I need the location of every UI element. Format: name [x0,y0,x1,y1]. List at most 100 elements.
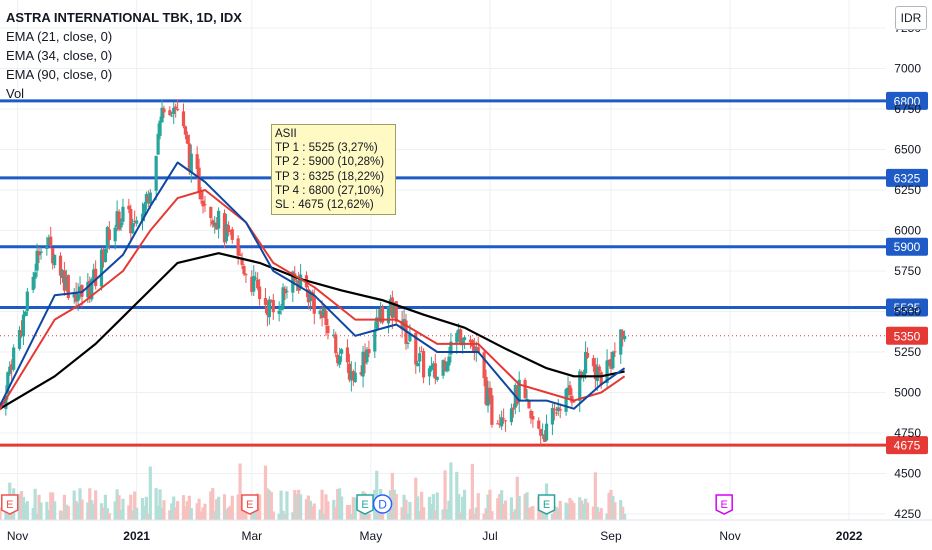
candle-body [332,334,336,336]
volume-bar [375,470,379,520]
volume-bar [201,507,205,520]
price-tick-label: 5500 [894,305,921,319]
volume-bar [19,491,24,520]
volume-bar [552,505,556,520]
candle-body [445,363,449,372]
candle-body [379,309,383,322]
candle-body [556,407,560,412]
candle-body [60,270,65,279]
candle-body [375,317,379,329]
volume-bar [53,501,57,520]
candle-body [420,351,424,353]
volume-bar [199,511,203,520]
candle-body [160,107,164,123]
candle-body [359,372,363,375]
volume-bar [597,511,601,520]
candle-body [215,222,219,230]
volume-bar [416,496,420,520]
candle-body [12,347,16,370]
candle-body [146,195,150,202]
candle-body [107,229,111,241]
candle-body [144,193,148,204]
earnings-marker [356,494,374,515]
volume-bar [605,513,609,520]
candle-body [256,279,260,289]
volume-bar [543,513,547,520]
volume-bar [613,502,617,520]
level-price-label: 4675 [894,439,921,453]
currency-button[interactable]: IDR [895,6,927,30]
volume-bar [498,494,502,520]
candle-body [76,294,80,301]
indicator-ema34[interactable]: EMA (34, close, 0) [6,48,113,63]
price-axis[interactable]: 4250 4500 4750 5000 5250 5500 5750 6000 6250 6500… [894,21,921,521]
candle-body [597,366,601,372]
candle-body [572,401,576,403]
note-line: TP 2 : 5900 (10,28%) [275,156,385,169]
level-price-tag [886,298,928,317]
candle-body [433,363,437,379]
candle-body [156,133,160,155]
indicator-ema90[interactable]: EMA (90, close, 0) [6,67,113,82]
candle-body [449,341,453,355]
candle-body [58,255,63,276]
volume-bar [158,489,162,520]
candle-body [21,314,26,337]
volume-bar [461,496,465,520]
time-tick-label: Nov [7,529,28,543]
candle-body [242,266,246,275]
price-tick-label: 6500 [894,143,921,157]
volume-bar [6,507,10,520]
candle-body [498,423,502,425]
candle-body [267,299,271,318]
candle-body [281,287,285,308]
candle-body [236,238,240,256]
volume-bar [353,497,357,520]
candle-body [172,107,176,115]
volume-bar [94,490,98,520]
volume-bar [595,506,599,520]
volume-bar [144,496,148,520]
candle-body [605,360,609,384]
volume-bar [135,507,139,520]
candle-body [427,368,432,377]
volume-bar [215,499,219,520]
volume-bar [160,507,164,520]
volume-bar [427,496,432,520]
volume-bar [611,496,615,520]
candle-body [564,389,568,412]
candle-body [585,352,590,358]
time-tick-label: 2021 [123,529,150,543]
candle-body [623,335,627,340]
candle-body [336,354,340,364]
targets-note[interactable]: ASII TP 1 : 5525 (3,27%) TP 2 : 5900 (10… [271,124,396,216]
candle-body [66,275,70,299]
candle-body [23,311,27,316]
indicator-ema21[interactable]: EMA (21, close, 0) [6,29,113,44]
candle-body [591,358,596,367]
earnings-marker [241,494,259,515]
indicator-volume[interactable]: Vol [6,86,25,101]
note-line: SL : 4675 (12,62%) [275,199,374,212]
price-tick-label: 4750 [894,426,921,440]
candle-body [340,349,344,354]
candle-body [90,279,94,300]
volume-bar [334,507,338,520]
volume-bar [297,489,301,520]
candle-body [133,220,137,222]
candle-body [211,220,215,225]
volume-bar [591,506,596,520]
note-title: ASII [275,128,297,140]
volume-bar [468,509,473,520]
level-price-tag [886,91,928,110]
candle-body [115,211,119,227]
time-axis[interactable]: Nov 2021 Mar May Jul Sep Nov 2022 [0,519,932,543]
volume-bar [47,509,51,520]
volume-bar [271,511,275,520]
candle-body [406,342,410,344]
candle-body [502,418,506,420]
volume-bar [490,511,494,520]
candle-body [203,204,207,206]
volume-bar [445,509,449,520]
